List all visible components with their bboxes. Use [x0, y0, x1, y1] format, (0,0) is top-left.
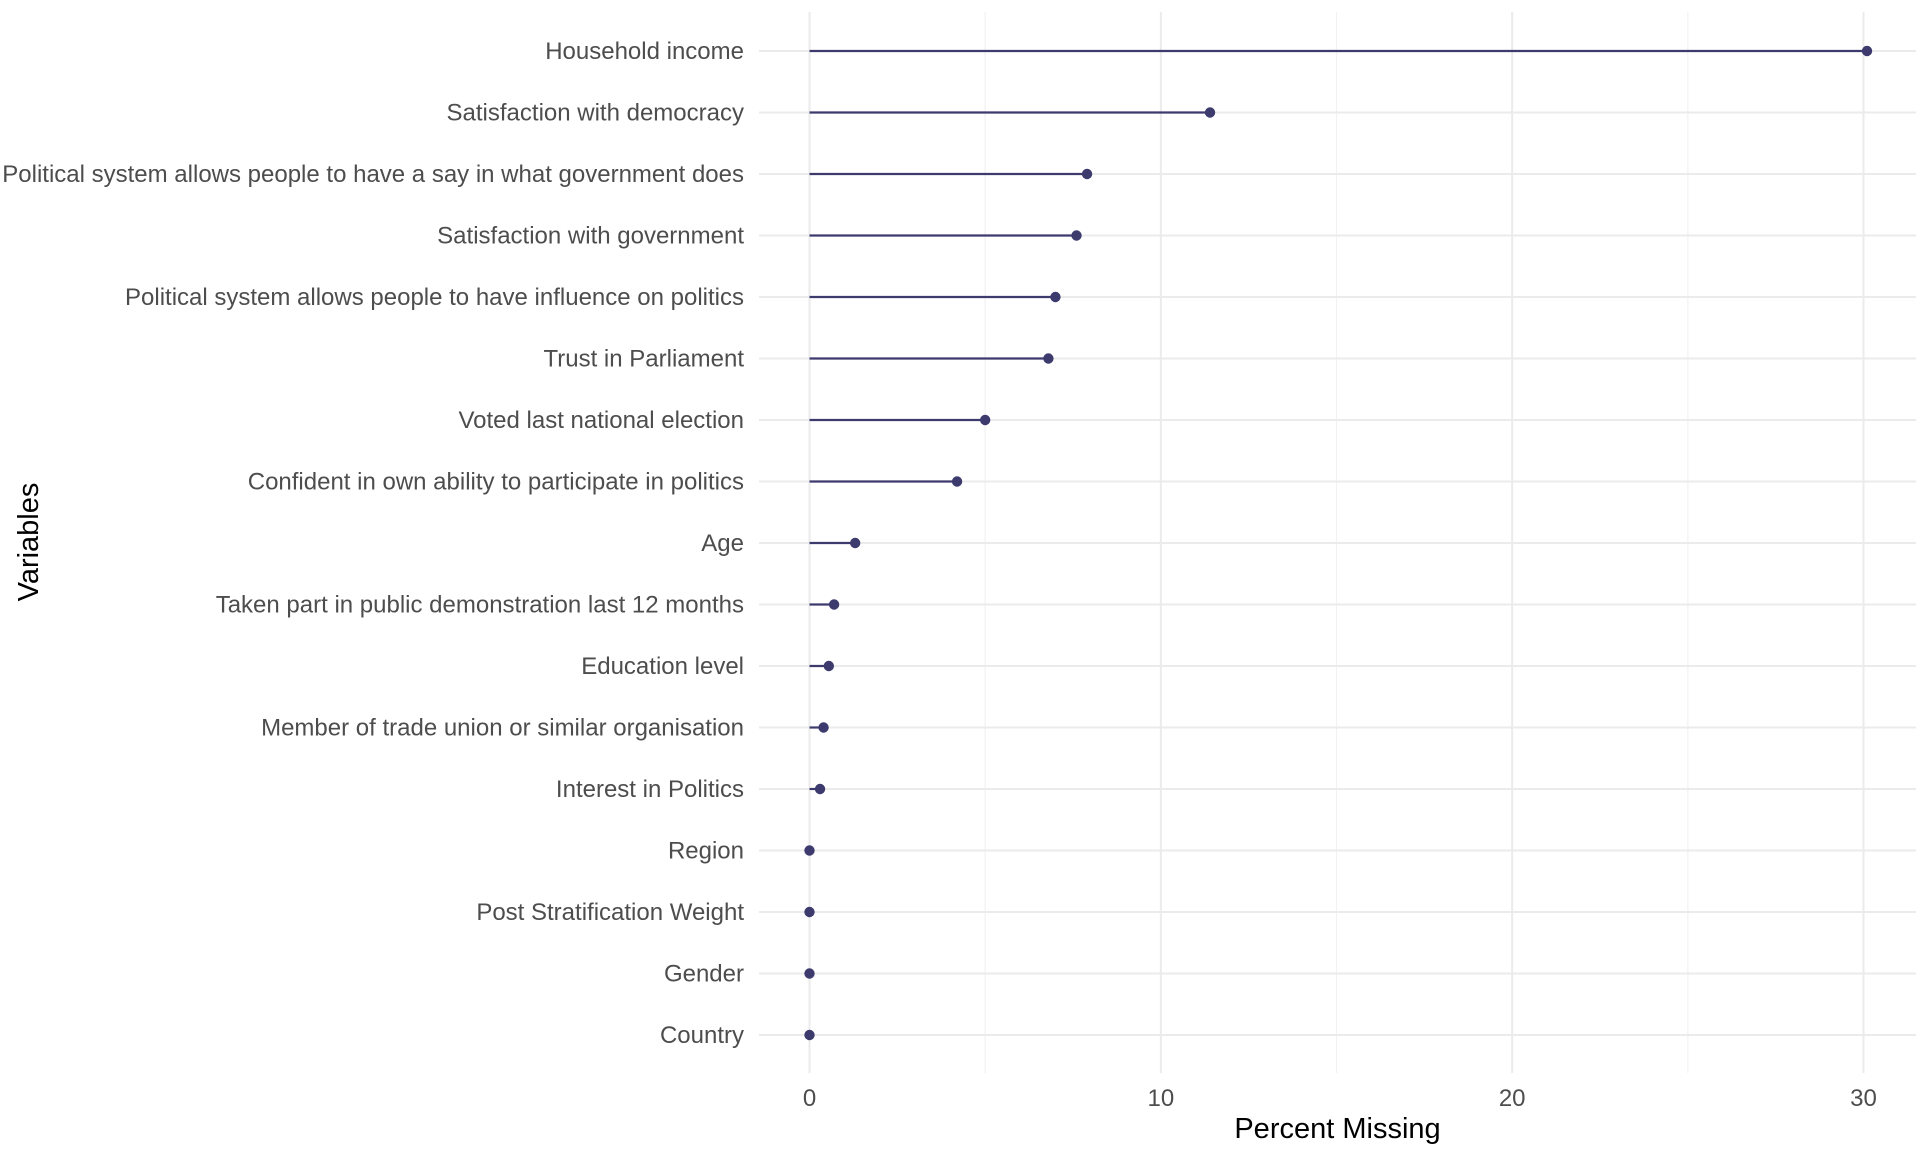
- y-tick-label: Trust in Parliament: [543, 346, 744, 373]
- y-tick-label: Voted last national election: [458, 407, 744, 434]
- x-tick-label: 20: [1499, 1085, 1526, 1112]
- y-tick-label: Household income: [545, 38, 744, 65]
- lollipop-point: [1071, 230, 1082, 241]
- y-tick-label: Education level: [581, 653, 744, 680]
- lollipop-point: [1043, 353, 1054, 364]
- y-axis-title: Variables: [13, 483, 45, 602]
- lollipop-point: [814, 783, 826, 795]
- grid-layer: [759, 12, 1916, 1073]
- lollipop-point: [804, 968, 815, 979]
- y-tick-label: Gender: [664, 961, 744, 988]
- lollipop-point: [979, 414, 991, 426]
- y-tick-label: Age: [701, 530, 744, 557]
- y-tick-label: Political system allows people to have i…: [125, 284, 744, 311]
- lollipop-point: [804, 845, 815, 856]
- y-tick-label: Confident in own ability to participate …: [248, 469, 744, 496]
- lollipop-point: [804, 906, 815, 918]
- lollipop-point: [1081, 168, 1093, 180]
- y-tick-label: Post Stratification Weight: [476, 899, 744, 926]
- y-tick-label: Member of trade union or similar organis…: [261, 715, 744, 742]
- y-tick-label: Country: [660, 1022, 744, 1049]
- x-tick-label: 10: [1147, 1085, 1174, 1112]
- marks-layer: [804, 45, 1873, 1041]
- lollipop-point: [1050, 291, 1061, 303]
- x-tick-label: 30: [1850, 1085, 1877, 1112]
- y-tick-label: Satisfaction with democracy: [447, 100, 744, 127]
- x-axis-title: Percent Missing: [1234, 1113, 1440, 1145]
- x-tick-label: 0: [803, 1085, 816, 1112]
- lollipop-point: [818, 722, 829, 733]
- y-tick-label: Region: [668, 838, 744, 865]
- lollipop-point: [1204, 107, 1216, 118]
- y-tick-label: Political system allows people to have a…: [2, 161, 744, 188]
- y-tick-label: Satisfaction with government: [437, 223, 744, 250]
- lollipop-point: [804, 1029, 815, 1041]
- labels-layer: Household income Satisfaction with democr…: [2, 38, 1877, 1112]
- y-tick-label: Taken part in public demonstration last …: [216, 592, 744, 619]
- lollipop-point: [828, 599, 840, 610]
- lollipop-point: [823, 660, 835, 672]
- lollipop-point: [1861, 45, 1873, 57]
- lollipop-point: [951, 476, 963, 487]
- y-tick-label: Interest in Politics: [556, 776, 744, 803]
- lollipop-point: [849, 537, 861, 549]
